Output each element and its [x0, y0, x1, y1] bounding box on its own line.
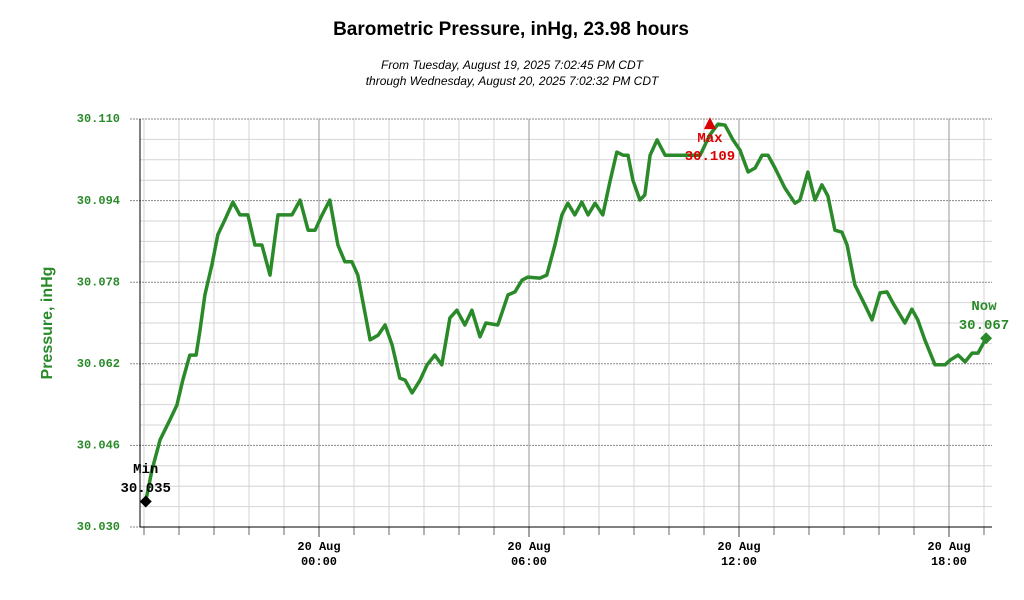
x-tick-label: 12:00	[721, 555, 757, 569]
annotation-label: Max	[697, 131, 723, 147]
annotation-label: Now	[971, 299, 997, 315]
data-line	[143, 122, 988, 504]
chart-title: Barometric Pressure, inHg, 23.98 hours	[333, 19, 689, 40]
y-axis-label: Pressure, inHg	[39, 267, 56, 380]
annotation-value: 30.109	[685, 149, 735, 165]
annotation-value: 30.067	[959, 318, 1009, 334]
x-tick-label: 00:00	[301, 555, 337, 569]
x-tick-label: 20 Aug	[507, 540, 550, 554]
x-tick-label: 06:00	[511, 555, 547, 569]
y-tick-label: 30.110	[77, 112, 120, 126]
x-tick-label: 20 Aug	[717, 540, 760, 554]
chart-subtitle: From Tuesday, August 19, 2025 7:02:45 PM…	[381, 58, 645, 72]
x-tick-label: 20 Aug	[297, 540, 340, 554]
chart-subtitle: through Wednesday, August 20, 2025 7:02:…	[366, 74, 660, 88]
x-tick-label: 20 Aug	[927, 540, 970, 554]
annotation-marker	[139, 495, 152, 508]
y-tick-label: 30.078	[77, 275, 120, 289]
x-tick-label: 18:00	[931, 555, 967, 569]
y-tick-label: 30.062	[77, 357, 120, 371]
y-tick-label: 30.030	[77, 520, 120, 534]
annotation-label: Min	[133, 462, 158, 478]
annotation-value: 30.035	[121, 481, 171, 497]
y-tick-label: 30.046	[77, 439, 120, 453]
annotation-marker	[980, 332, 993, 345]
y-tick-label: 30.094	[77, 194, 120, 208]
annotation-marker	[703, 117, 716, 130]
